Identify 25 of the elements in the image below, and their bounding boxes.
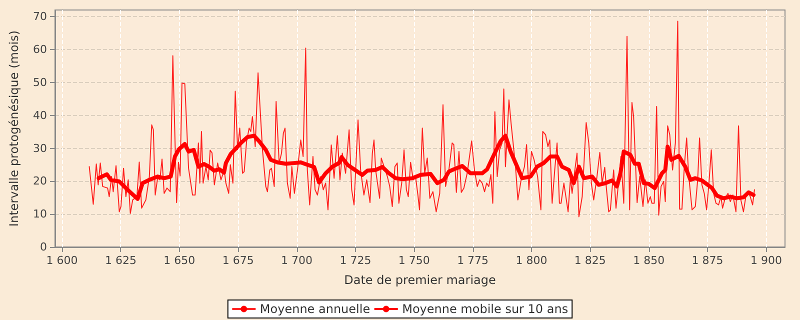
x-tick-label: 1 725 [340,254,372,267]
y-tick-label: 50 [33,76,47,89]
x-tick-label: 1 750 [398,254,430,267]
y-tick-label: 60 [33,43,47,56]
x-tick-label: 1 700 [281,254,313,267]
x-tick-label: 1 825 [574,254,606,267]
x-tick-label: 1 775 [457,254,489,267]
x-tick-label: 1 600 [46,254,78,267]
x-tick-label: 1 900 [750,254,782,267]
y-axis-title: Intervalle protogénésique (mois) [7,30,21,227]
y-tick-label: 30 [33,142,47,155]
x-tick-label: 1 650 [164,254,196,267]
x-tick-label: 1 625 [104,254,136,267]
legend-label: Moyenne mobile sur 10 ans [402,302,568,316]
y-tick-label: 20 [33,174,47,188]
x-tick-label: 1 800 [516,254,548,267]
y-tick-label: 0 [40,240,47,254]
x-tick-label: 1 875 [692,254,724,267]
y-tick-label: 10 [33,208,47,221]
y-tick-label: 40 [33,108,47,122]
x-axis-title: Date de premier mariage [344,273,496,287]
legend-label: Moyenne annuelle [260,302,370,316]
x-tick-label: 1 675 [222,254,254,267]
y-tick-label: 70 [33,10,47,24]
x-tick-label: 1 850 [633,254,665,267]
